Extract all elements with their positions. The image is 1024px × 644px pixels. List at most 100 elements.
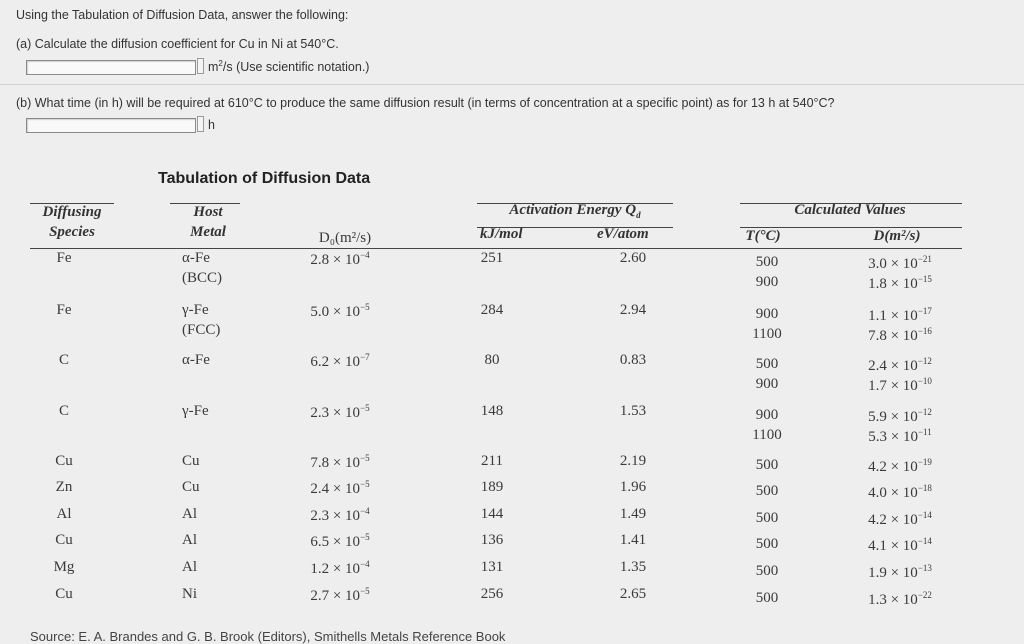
cell-temperature: 500 <box>755 254 779 270</box>
cell-activation-kj: 284 <box>480 302 504 318</box>
header-rule <box>30 203 114 204</box>
header-rule <box>170 203 240 204</box>
cell-temperature: 500 <box>755 510 779 526</box>
header-temperature: T(°C) <box>745 228 781 244</box>
cell-activation-ev: 1.96 <box>619 479 647 495</box>
cell-host-metal: Cu <box>182 453 200 469</box>
cell-temperature: 1100 <box>752 427 782 443</box>
cell-activation-ev: 1.49 <box>619 506 647 522</box>
cell-host-metal: α-Fe <box>182 250 210 266</box>
cell-host-structure: (BCC) <box>182 270 223 286</box>
cell-d0: 5.0 × 10−5 <box>310 302 370 320</box>
cell-species: Fe <box>56 250 72 266</box>
cell-diffusivity: 4.0 × 10−18 <box>868 483 932 501</box>
header-metal: Metal <box>190 224 226 240</box>
cell-species: Cu <box>55 586 73 602</box>
cell-host-metal: Ni <box>182 586 197 602</box>
part-a-answer-input[interactable] <box>26 59 196 75</box>
header-rule <box>477 227 673 228</box>
cell-temperature: 900 <box>755 376 779 392</box>
cell-temperature: 900 <box>755 274 779 290</box>
cell-activation-kj: 136 <box>480 532 504 548</box>
cell-d0: 2.3 × 10−4 <box>310 506 370 524</box>
cell-activation-ev: 1.41 <box>619 532 647 548</box>
cell-temperature: 500 <box>755 590 779 606</box>
header-d0: D₀(m²/s) <box>318 230 372 246</box>
cell-diffusivity: 5.9 × 10−12 <box>868 407 932 425</box>
cell-temperature: 500 <box>755 356 779 372</box>
cell-d0: 2.7 × 10−5 <box>310 586 370 604</box>
header-diffusivity: D(m²/s) <box>873 228 921 244</box>
cell-activation-kj: 251 <box>480 250 504 266</box>
part-a-question: (a) Calculate the diffusion coefficient … <box>16 37 339 51</box>
cell-species: Cu <box>55 532 73 548</box>
cell-d0: 1.2 × 10−4 <box>310 559 370 577</box>
cell-activation-kj: 148 <box>480 403 504 419</box>
cell-d0: 6.5 × 10−5 <box>310 532 370 550</box>
cell-temperature: 500 <box>755 457 779 473</box>
cell-diffusivity: 3.0 × 10−21 <box>868 254 932 272</box>
cell-temperature: 1100 <box>752 326 782 342</box>
cell-temperature: 500 <box>755 483 779 499</box>
part-b-answer-input[interactable] <box>26 117 196 133</box>
header-calculated-values: Calculated Values <box>794 202 906 218</box>
part-b-question: (b) What time (in h) will be required at… <box>16 96 835 110</box>
header-rule <box>740 227 962 228</box>
header-activation-energy: Activation Energy Qd <box>509 202 641 220</box>
part-a-unit: m2/s (Use scientific notation.) <box>208 59 370 75</box>
cell-temperature: 500 <box>755 563 779 579</box>
cell-activation-kj: 144 <box>480 506 504 522</box>
cell-d0: 7.8 × 10−5 <box>310 453 370 471</box>
cell-host-metal: Al <box>182 506 197 522</box>
cell-activation-ev: 0.83 <box>619 352 647 368</box>
header-rule <box>740 203 962 204</box>
cell-activation-kj: 256 <box>480 586 504 602</box>
cell-activation-kj: 131 <box>480 559 504 575</box>
cell-activation-kj: 80 <box>484 352 500 368</box>
part-b-unit: h <box>208 118 215 132</box>
cell-activation-ev: 1.53 <box>619 403 647 419</box>
cell-d0: 2.3 × 10−5 <box>310 403 370 421</box>
cell-activation-ev: 1.35 <box>619 559 647 575</box>
part-b-exponent-input[interactable] <box>197 116 204 132</box>
cell-diffusivity: 2.4 × 10−12 <box>868 356 932 374</box>
table-title: Tabulation of Diffusion Data <box>158 170 371 187</box>
cell-host-metal: Al <box>182 559 197 575</box>
cell-host-metal: α-Fe <box>182 352 210 368</box>
cell-temperature: 900 <box>755 407 779 423</box>
header-species: Species <box>49 224 95 240</box>
cell-diffusivity: 4.2 × 10−14 <box>868 510 932 528</box>
header-rule <box>30 248 962 249</box>
cell-activation-kj: 189 <box>480 479 504 495</box>
part-a-exponent-input[interactable] <box>197 58 204 74</box>
part-a-answer-row: m2/s (Use scientific notation.) <box>26 58 370 75</box>
header-kj-mol: kJ/mol <box>480 226 523 242</box>
cell-d0: 6.2 × 10−7 <box>310 352 370 370</box>
cell-diffusivity: 5.3 × 10−11 <box>868 427 932 445</box>
header-ev-atom: eV/atom <box>597 226 649 242</box>
cell-species: Cu <box>55 453 73 469</box>
header-rule <box>477 203 673 204</box>
source-citation: Source: E. A. Brandes and G. B. Brook (E… <box>30 629 506 644</box>
cell-diffusivity: 1.7 × 10−10 <box>868 376 932 394</box>
cell-host-metal: Al <box>182 532 197 548</box>
instructions: Using the Tabulation of Diffusion Data, … <box>16 8 349 22</box>
cell-species: Mg <box>53 559 75 575</box>
cell-species: Zn <box>55 479 73 495</box>
cell-species: C <box>58 352 70 368</box>
cell-species: C <box>58 403 70 419</box>
cell-diffusivity: 4.1 × 10−14 <box>868 536 932 554</box>
divider <box>0 84 1024 85</box>
cell-diffusivity: 1.3 × 10−22 <box>868 590 932 608</box>
cell-activation-ev: 2.94 <box>619 302 647 318</box>
cell-d0: 2.8 × 10−4 <box>310 250 370 268</box>
cell-diffusivity: 1.1 × 10−17 <box>868 306 932 324</box>
cell-temperature: 900 <box>755 306 779 322</box>
cell-activation-ev: 2.60 <box>619 250 647 266</box>
cell-diffusivity: 7.8 × 10−16 <box>868 326 932 344</box>
cell-species: Al <box>56 506 72 522</box>
cell-host-metal: Cu <box>182 479 200 495</box>
cell-diffusivity: 4.2 × 10−19 <box>868 457 932 475</box>
cell-diffusivity: 1.9 × 10−13 <box>868 563 932 581</box>
cell-species: Fe <box>56 302 72 318</box>
